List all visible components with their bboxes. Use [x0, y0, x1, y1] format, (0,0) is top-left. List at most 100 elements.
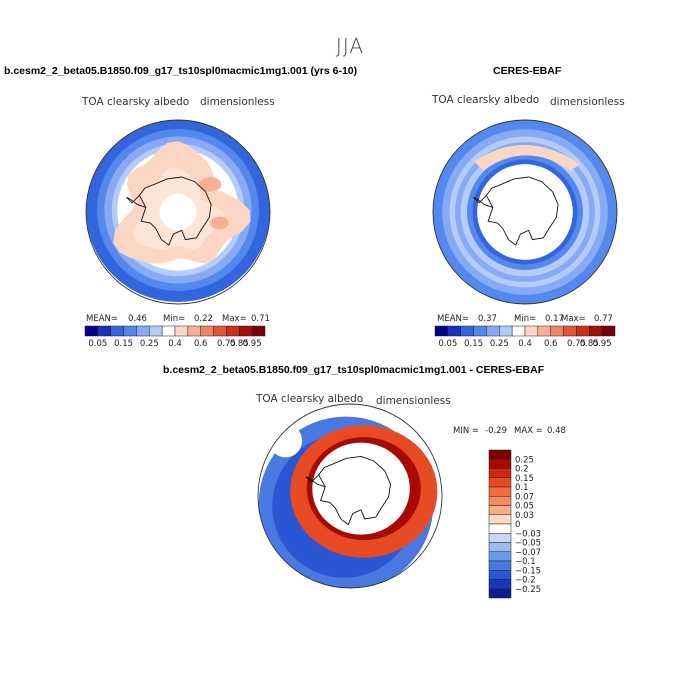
panel1-max-label: Max=	[222, 314, 247, 324]
panel3-coastline	[318, 455, 391, 526]
colorbar-tick-label: 0.6	[544, 339, 558, 349]
panel2-map	[433, 120, 617, 304]
colorbar-swatch	[136, 325, 150, 337]
colorbar-tick-label: 0.07	[515, 492, 534, 502]
colorbar-swatch	[488, 477, 512, 488]
panel2-min-label: Min=	[514, 314, 537, 324]
colorbar-tick-label: −0.07	[515, 548, 541, 558]
panel2-title: CERES-EBAF	[493, 65, 562, 77]
panel1-variable: TOA clearsky albedo	[82, 96, 190, 108]
colorbar-swatch	[200, 325, 214, 337]
panel2-max: 0.77	[594, 314, 613, 324]
colorbar-swatch	[473, 325, 487, 337]
colorbar-tick-label: 0.25	[490, 339, 509, 349]
colorbar-swatch	[488, 560, 512, 571]
colorbar-swatch	[488, 588, 512, 599]
panel2-colorbar: 0.05 0.15 0.25 0.4 0.6 0.750.850.95	[434, 325, 616, 349]
colorbar-swatch	[524, 325, 539, 337]
colorbar-tick-label: −0.2	[515, 576, 536, 586]
colorbar-swatch	[213, 325, 227, 337]
colorbar-swatch	[511, 325, 526, 337]
colorbar-swatch	[488, 514, 512, 525]
colorbar-swatch	[488, 496, 512, 506]
colorbar-tick-label: 0.75	[217, 339, 236, 349]
panel3-colorbar: 0.250.20.150.10.070.050.030−0.03−0.05−0.…	[488, 449, 541, 599]
colorbar-swatch	[488, 570, 512, 580]
colorbar-tick-label: 0.1	[515, 483, 529, 493]
colorbar-swatch	[187, 325, 201, 337]
colorbar-tick-label: 0.6	[194, 339, 208, 349]
panel2-variable: TOA clearsky albedo	[432, 94, 540, 106]
colorbar-tick-label: 0.05	[438, 339, 457, 349]
colorbar-swatch	[84, 325, 99, 337]
colorbar-swatch	[434, 325, 449, 337]
panel1-units: dimensionless	[200, 96, 275, 108]
colorbar-swatch	[239, 325, 253, 337]
panel1-map	[86, 120, 270, 302]
colorbar-swatch	[488, 533, 512, 543]
colorbar-tick-label: 0.95	[243, 339, 262, 349]
panel3-variable: TOA clearsky albedo	[256, 393, 364, 405]
panel2-units: dimensionless	[550, 96, 625, 108]
colorbar-tick-label: −0.15	[515, 566, 541, 576]
panel2-map-border	[432, 119, 618, 305]
panel1-peninsula	[126, 195, 146, 208]
colorbar-tick-label: 0.03	[515, 511, 534, 521]
colorbar-tick-label: 0.75	[567, 339, 586, 349]
colorbar-tick-label: 0.25	[515, 455, 534, 465]
colorbar-swatch	[226, 325, 240, 337]
panel2-mean: 0.37	[478, 314, 497, 324]
colorbar-swatch	[488, 551, 512, 562]
colorbar-swatch	[97, 325, 111, 337]
colorbar-swatch	[488, 542, 512, 552]
colorbar-swatch	[486, 325, 500, 337]
panel3-white-patch	[269, 424, 303, 458]
panel1-polar-hole	[159, 193, 197, 231]
colorbar-swatch	[488, 579, 512, 589]
colorbar-tick-label: 0.15	[464, 339, 483, 349]
colorbar-swatch	[251, 325, 266, 337]
colorbar-tick-label: −0.25	[515, 585, 541, 595]
panel1-min: 0.22	[194, 314, 213, 324]
panel3-min: -0.29	[485, 426, 507, 436]
colorbar-tick-label: −0.1	[515, 557, 536, 567]
colorbar-swatch	[488, 459, 512, 469]
panel1-max: 0.71	[251, 314, 270, 324]
panel1-coastline	[138, 176, 212, 246]
colorbar-swatch	[537, 325, 551, 337]
panel2-min: 0.17	[545, 314, 564, 324]
colorbar-swatch	[149, 325, 163, 337]
panel3-units: dimensionless	[376, 395, 451, 407]
colorbar-swatch	[488, 486, 512, 497]
colorbar-swatch	[174, 325, 189, 337]
panel3-title: b.cesm2_2_beta05.B1850.f09_g17_ts10spl0m…	[163, 364, 545, 376]
colorbar-tick-label: 0.05	[88, 339, 107, 349]
colorbar-swatch	[488, 523, 512, 534]
panel2-peninsula	[473, 195, 493, 208]
colorbar-swatch	[161, 325, 176, 337]
colorbar-swatch	[488, 449, 512, 460]
colorbar-tick-label: 0.15	[114, 339, 133, 349]
colorbar-tick-label: 0.85	[230, 339, 249, 349]
colorbar-swatch	[499, 325, 513, 337]
panel1-min-label: Min=	[163, 314, 186, 324]
panel1-high-albedo-patch-2	[210, 216, 229, 230]
panel3-map	[258, 404, 442, 588]
colorbar-swatch	[563, 325, 577, 337]
panel1-map-border	[85, 119, 271, 305]
panel3-min-label: MIN =	[453, 426, 480, 436]
colorbar-swatch	[589, 325, 603, 337]
colorbar-swatch	[460, 325, 474, 337]
panel3-map-border	[257, 403, 443, 589]
panel2-pink-arc	[474, 145, 581, 171]
colorbar-swatch	[110, 325, 124, 337]
season-title: JJA	[335, 34, 365, 58]
panel1-mean: 0.46	[128, 314, 147, 324]
panel3-max: 0.48	[547, 426, 566, 436]
colorbar-swatch	[123, 325, 137, 337]
colorbar-tick-label: 0.4	[518, 339, 532, 349]
panel1-mean-label: MEAN=	[86, 314, 118, 324]
colorbar-swatch	[488, 505, 512, 515]
panel3-max-label: MAX =	[514, 426, 543, 436]
